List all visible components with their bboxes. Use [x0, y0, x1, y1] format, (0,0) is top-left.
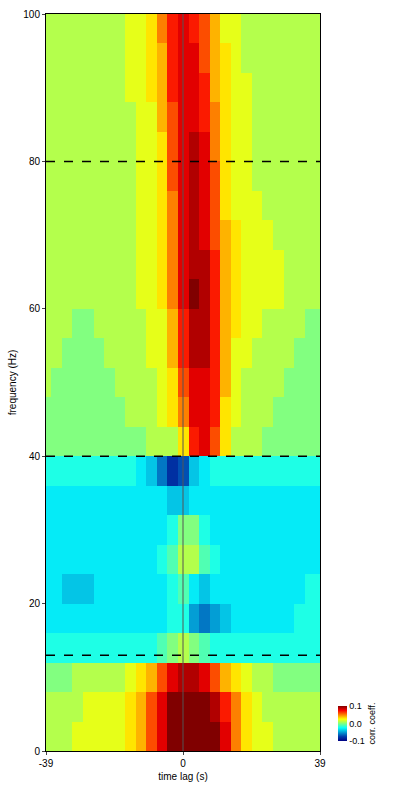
svg-text:0: 0 [34, 746, 40, 757]
svg-text:-39: -39 [39, 758, 54, 769]
svg-text:-0.1: -0.1 [349, 736, 365, 746]
svg-text:0.0: 0.0 [349, 719, 362, 729]
svg-text:0.1: 0.1 [349, 701, 362, 711]
svg-text:corr. coeff.: corr. coeff. [367, 703, 377, 745]
svg-text:0: 0 [180, 758, 186, 769]
svg-text:39: 39 [314, 758, 326, 769]
svg-text:60: 60 [29, 303, 41, 314]
svg-text:100: 100 [23, 9, 40, 20]
svg-text:40: 40 [29, 451, 41, 462]
svg-text:20: 20 [29, 598, 41, 609]
svg-text:time lag (s): time lag (s) [158, 771, 207, 782]
svg-text:80: 80 [29, 156, 41, 167]
svg-text:frequency (Hz): frequency (Hz) [7, 350, 18, 416]
